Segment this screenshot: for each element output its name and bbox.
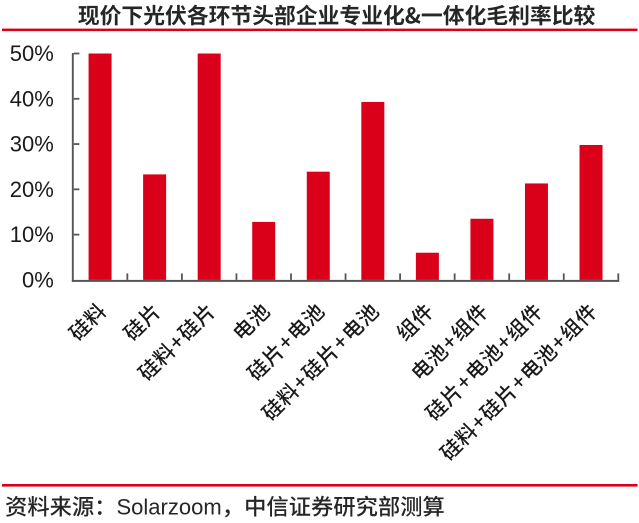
svg-text:30%: 30% <box>10 132 54 157</box>
svg-text:10%: 10% <box>10 222 54 247</box>
svg-text:50%: 50% <box>10 41 54 66</box>
svg-text:40%: 40% <box>10 86 54 111</box>
svg-text:Solarzoom: Solarzoom <box>117 495 222 520</box>
svg-text:0%: 0% <box>22 268 54 293</box>
svg-text:20%: 20% <box>10 177 54 202</box>
